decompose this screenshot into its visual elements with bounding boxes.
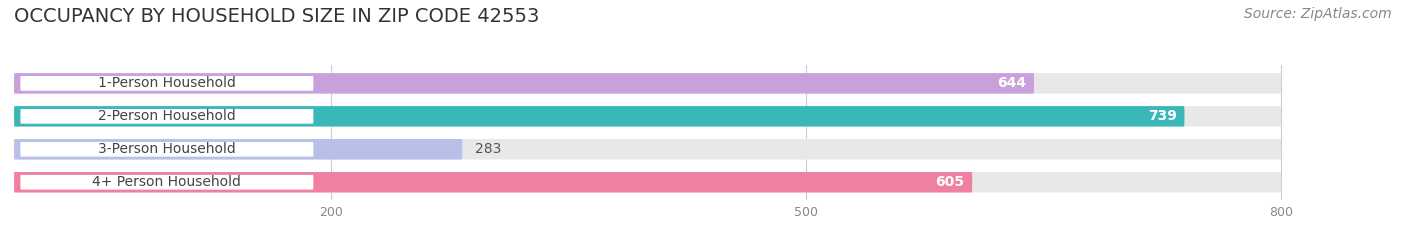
Text: 605: 605 [935,175,965,189]
FancyBboxPatch shape [21,109,314,124]
FancyBboxPatch shape [14,172,972,192]
FancyBboxPatch shape [14,73,1281,94]
FancyBboxPatch shape [14,139,463,160]
Text: 644: 644 [997,76,1026,90]
Text: 3-Person Household: 3-Person Household [98,142,236,156]
Text: 739: 739 [1147,109,1177,123]
FancyBboxPatch shape [21,142,314,157]
FancyBboxPatch shape [21,76,314,91]
Text: 283: 283 [475,142,502,156]
Text: 4+ Person Household: 4+ Person Household [93,175,242,189]
FancyBboxPatch shape [21,175,314,190]
FancyBboxPatch shape [14,73,1033,94]
Text: 2-Person Household: 2-Person Household [98,109,236,123]
Text: 1-Person Household: 1-Person Household [98,76,236,90]
FancyBboxPatch shape [14,106,1184,127]
FancyBboxPatch shape [14,139,1281,160]
Text: OCCUPANCY BY HOUSEHOLD SIZE IN ZIP CODE 42553: OCCUPANCY BY HOUSEHOLD SIZE IN ZIP CODE … [14,7,540,26]
FancyBboxPatch shape [14,172,1281,192]
FancyBboxPatch shape [14,106,1281,127]
Text: Source: ZipAtlas.com: Source: ZipAtlas.com [1244,7,1392,21]
